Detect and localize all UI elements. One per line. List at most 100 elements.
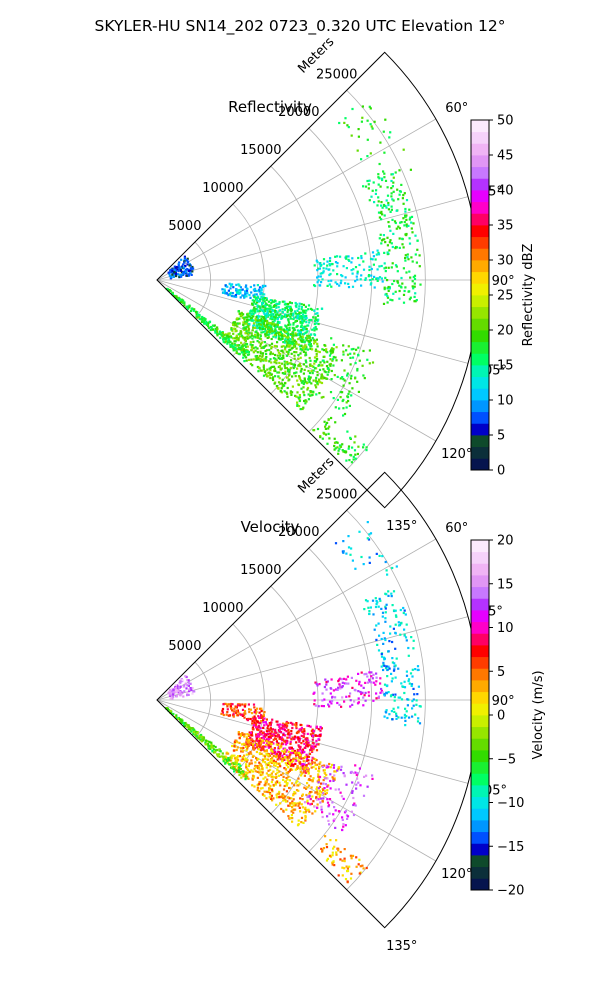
radar-gate <box>414 234 417 237</box>
radar-gate <box>277 762 280 765</box>
radar-gate <box>325 683 328 686</box>
radar-gate <box>279 368 282 371</box>
radar-gate <box>406 704 409 707</box>
radar-gate <box>350 810 353 813</box>
radar-gate <box>299 755 302 758</box>
radar-gate <box>315 743 318 746</box>
radar-gate <box>377 200 380 203</box>
radar-gate <box>281 337 284 340</box>
radar-gate <box>255 316 258 319</box>
radar-gate <box>270 306 273 309</box>
radar-gate <box>269 773 272 777</box>
radar-gate <box>271 365 274 368</box>
radar-gate <box>186 257 189 260</box>
radar-gate <box>325 350 328 353</box>
radar-gate <box>371 258 374 261</box>
radar-gate <box>273 755 276 758</box>
radar-gate <box>321 699 324 702</box>
radar-gate <box>295 756 298 760</box>
colorbar-swatch <box>471 808 489 821</box>
radar-gate <box>269 765 272 768</box>
radar-gate <box>307 724 310 728</box>
radar-gate <box>384 611 387 614</box>
radar-gate <box>344 282 347 285</box>
radar-gate <box>402 148 405 151</box>
radar-gate <box>235 336 238 339</box>
radar-gate <box>280 742 284 745</box>
radar-gate <box>249 742 253 745</box>
radar-gate <box>290 729 293 733</box>
radar-gate <box>244 757 247 760</box>
radar-gate <box>339 858 342 861</box>
radar-gate <box>356 777 359 780</box>
radar-gate <box>211 746 214 749</box>
radar-gate <box>241 743 244 746</box>
radar-gate <box>211 328 215 331</box>
radar-gate <box>222 335 225 338</box>
radar-gate <box>295 759 298 762</box>
radar-gate <box>250 314 253 317</box>
radar-gate <box>327 367 330 370</box>
radar-gate <box>238 317 241 320</box>
radar-gate <box>254 302 257 305</box>
radar-gate <box>256 318 259 321</box>
radar-gate <box>261 773 264 776</box>
colorbar-tick-label: 10 <box>497 394 514 409</box>
radar-gate <box>278 750 281 754</box>
radar-gate <box>385 569 388 572</box>
radar-gate <box>207 322 210 325</box>
radar-gate <box>320 791 323 794</box>
radar-gate <box>360 692 363 696</box>
radar-gate <box>410 636 413 639</box>
radar-gate <box>252 703 256 706</box>
radar-gate <box>408 716 411 719</box>
radar-gate <box>232 714 235 717</box>
radar-gate <box>365 774 368 777</box>
radar-gate <box>372 613 375 616</box>
radar-gate <box>265 356 268 359</box>
radar-gate <box>263 724 266 727</box>
radar-echo-cluster <box>220 702 266 724</box>
radar-gate <box>384 560 387 564</box>
radar-gate <box>301 321 304 324</box>
radar-gate <box>308 744 311 747</box>
radial-tick-label: 5000 <box>168 219 201 234</box>
radar-gate <box>387 289 390 292</box>
radar-gate <box>258 326 261 329</box>
radar-gate <box>299 348 302 351</box>
radar-gate <box>349 356 352 359</box>
radar-gate <box>308 336 311 339</box>
radar-gate <box>263 734 266 738</box>
radar-gate <box>284 346 287 349</box>
radar-gate <box>253 335 256 338</box>
radar-gate <box>289 768 292 771</box>
radar-gate <box>237 339 240 342</box>
radar-gate <box>259 309 262 313</box>
radar-gate <box>249 336 252 339</box>
radar-gate <box>261 293 264 296</box>
radar-gate <box>282 743 285 746</box>
radar-gate <box>343 369 346 372</box>
radar-gate <box>363 673 366 676</box>
radar-gate <box>377 622 380 625</box>
radar-gate <box>302 811 305 814</box>
radar-gate <box>277 335 280 338</box>
radar-gate <box>391 198 394 201</box>
radar-gate <box>347 682 350 685</box>
radar-gate <box>413 295 416 298</box>
radar-gate <box>286 736 289 739</box>
radar-gate <box>310 786 313 789</box>
radar-gate <box>250 734 253 737</box>
radar-gate <box>336 769 339 772</box>
radar-gate <box>323 370 326 373</box>
radar-gate <box>280 316 284 319</box>
radar-gate <box>417 685 420 688</box>
radar-gate <box>255 726 258 729</box>
radar-gate <box>327 765 330 768</box>
radar-gate <box>234 768 237 771</box>
radar-gate <box>332 689 335 692</box>
radar-gate <box>293 737 296 740</box>
radar-gate <box>280 796 283 799</box>
radar-gate <box>343 121 346 124</box>
radar-gate <box>410 256 413 259</box>
